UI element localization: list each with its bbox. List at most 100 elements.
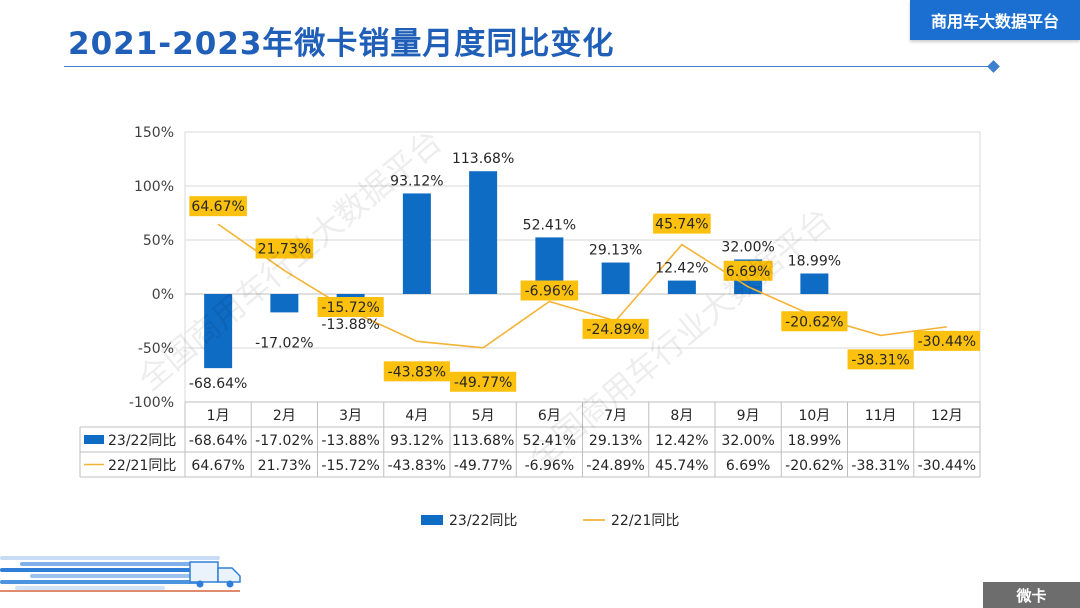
table-cell: -6.96% xyxy=(525,458,575,474)
bar-data-label: 32.00% xyxy=(721,239,774,255)
table-cell: -30.44% xyxy=(918,458,976,474)
line-label-box xyxy=(450,371,517,392)
table-cell: -24.89% xyxy=(586,458,644,474)
truck-wheel xyxy=(226,580,234,588)
bar xyxy=(469,171,498,294)
table-cell: 52.41% xyxy=(523,433,576,449)
table-cell: 93.12% xyxy=(390,433,443,449)
table-cell: 113.68% xyxy=(452,433,514,449)
line-data-label: -30.44% xyxy=(918,334,976,350)
bar-data-label: -68.64% xyxy=(189,376,247,392)
line-label-box xyxy=(189,196,247,217)
table-cell: -38.31% xyxy=(851,458,909,474)
legend-bar-key xyxy=(421,515,443,525)
x-tick-label: 10月 xyxy=(798,408,830,424)
legend: 23/22同比 22/21同比 xyxy=(421,513,679,529)
line-label-box xyxy=(520,280,579,301)
y-axis: 150% 100% 50% 0% -50% -100% xyxy=(129,125,174,411)
table-cell: 64.67% xyxy=(191,458,244,474)
table-cell: -13.88% xyxy=(321,433,379,449)
table-cell: 29.13% xyxy=(589,433,642,449)
speed-stripe xyxy=(30,574,200,578)
line-data-label: -15.72% xyxy=(321,300,379,316)
table-cell: -49.77% xyxy=(454,458,512,474)
bar-data-label: -17.02% xyxy=(255,335,313,351)
line-data-label: -43.83% xyxy=(388,364,446,380)
title-divider xyxy=(64,66,994,67)
bar-data-label: 29.13% xyxy=(589,243,642,259)
line-data-label: -6.96% xyxy=(525,284,575,300)
bar xyxy=(270,294,299,313)
table-cell: -15.72% xyxy=(321,458,379,474)
bar xyxy=(402,193,431,294)
x-tick-label: 4月 xyxy=(405,408,428,424)
bar-data-label: 12.42% xyxy=(655,261,708,277)
table-cell: -20.62% xyxy=(785,458,843,474)
line-label-box xyxy=(723,260,773,281)
line-data-label: 64.67% xyxy=(191,199,244,215)
bar xyxy=(800,273,829,294)
data-labels: -68.64% -17.02% -13.88% 93.12% 113.68% 52.41%… xyxy=(189,151,980,392)
table-cell: 6.69% xyxy=(726,458,770,474)
corner-tag: 微卡 xyxy=(983,582,1080,608)
y-tick-label: -100% xyxy=(129,395,174,411)
speed-stripe xyxy=(0,568,210,572)
truck-cab xyxy=(217,567,241,583)
x-tick-label: 9月 xyxy=(737,408,760,424)
page-title: 2021-2023年微卡销量月度同比变化 xyxy=(68,26,615,62)
line-data-label: -20.62% xyxy=(785,314,843,330)
bar-data-label: 93.12% xyxy=(390,173,443,189)
y-tick-label: 50% xyxy=(143,233,174,249)
table-cell: -68.64% xyxy=(189,433,247,449)
line-label-box xyxy=(847,349,914,370)
ground-line xyxy=(0,590,240,592)
speed-stripe xyxy=(20,562,210,566)
table-cell: 32.00% xyxy=(721,433,774,449)
line-data-label: 21.73% xyxy=(258,242,311,258)
line-label-box xyxy=(653,213,711,234)
line-data-label: 6.69% xyxy=(726,264,770,280)
x-tick-label: 12月 xyxy=(931,408,963,424)
truck-wheel xyxy=(196,580,204,588)
truck-decoration xyxy=(0,556,241,592)
legend-bar-label: 23/22同比 xyxy=(449,513,517,529)
table-row-header: 22/21同比 xyxy=(108,458,176,474)
x-tick-label: 5月 xyxy=(472,408,495,424)
line-data-label: -49.77% xyxy=(454,375,512,391)
bar-data-label: 52.41% xyxy=(523,217,576,233)
line-label-box xyxy=(913,330,980,351)
y-tick-label: 100% xyxy=(134,179,174,195)
line-data-label: 45.74% xyxy=(655,217,708,233)
y-tick-label: 150% xyxy=(134,125,174,141)
table-row-header: 23/22同比 xyxy=(108,433,176,449)
line-label-box xyxy=(781,311,848,332)
y-tick-label: 0% xyxy=(152,287,174,303)
watermark-text: 全国商用车行业大数据平台 xyxy=(131,122,450,398)
line-label-box xyxy=(255,238,314,259)
brand-badge: 商用车大数据平台 xyxy=(910,0,1080,40)
table-cell: -43.83% xyxy=(388,458,446,474)
bar-data-label: 18.99% xyxy=(788,253,841,269)
x-tick-label: 6月 xyxy=(538,408,561,424)
line-data-label: -24.89% xyxy=(586,322,644,338)
table-cell: 45.74% xyxy=(655,458,708,474)
speed-stripe xyxy=(15,586,165,590)
bar-data-label: 113.68% xyxy=(452,151,514,167)
y-tick-label: -50% xyxy=(138,341,174,357)
bar xyxy=(204,294,233,369)
table-cell: 18.99% xyxy=(788,433,841,449)
bar xyxy=(601,262,630,294)
line-label-box xyxy=(383,361,450,382)
table-legend-bar-key xyxy=(84,435,104,444)
speed-stripe xyxy=(0,556,220,560)
x-tick-label: 2月 xyxy=(273,408,296,424)
line-label-box xyxy=(582,318,649,339)
legend-line-label: 22/21同比 xyxy=(611,513,679,529)
x-tick-label: 1月 xyxy=(207,408,230,424)
bar-data-label: -13.88% xyxy=(321,317,379,333)
table-cell: 21.73% xyxy=(258,458,311,474)
x-tick-label: 7月 xyxy=(604,408,627,424)
table-cell: 12.42% xyxy=(655,433,708,449)
bar xyxy=(667,280,696,294)
line-label-box xyxy=(317,296,384,317)
